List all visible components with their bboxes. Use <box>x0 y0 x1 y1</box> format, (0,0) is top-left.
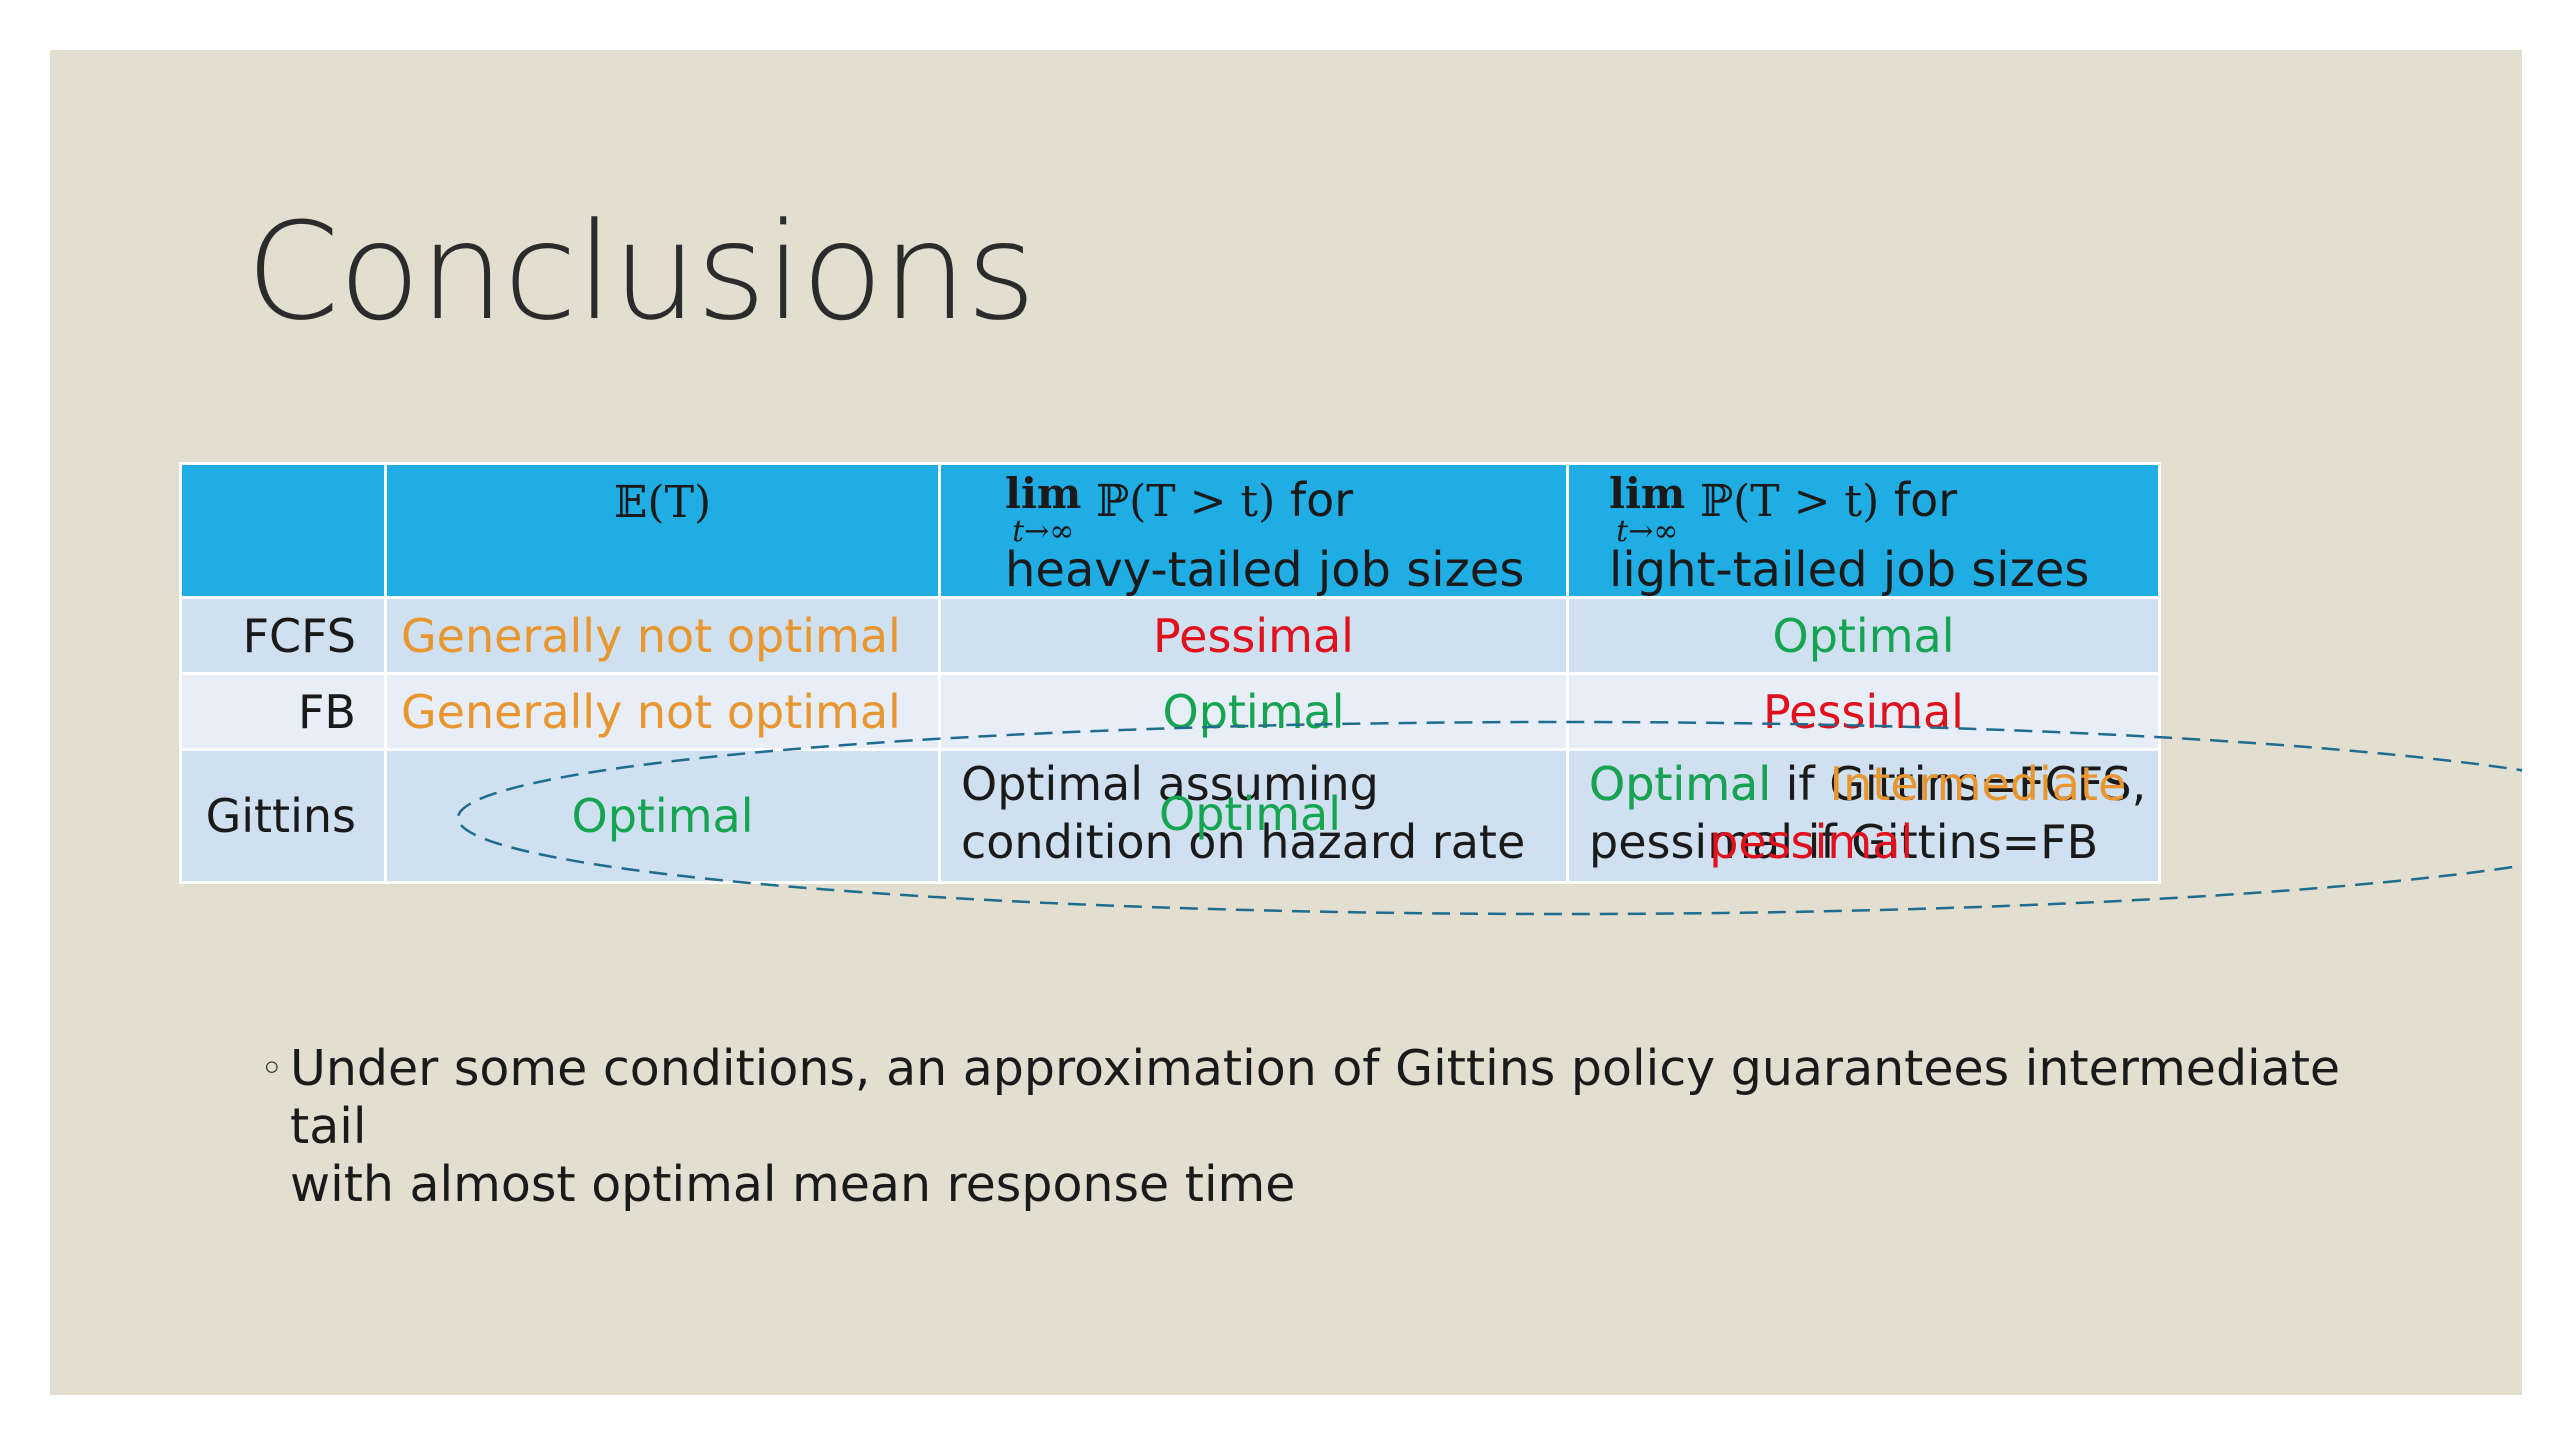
header-heavy-label: heavy-tailed job sizes <box>1005 542 1525 598</box>
cell-gittins-heavy: Optimal assuming condition on hazard rat… <box>938 748 1569 884</box>
header-for-label: for <box>1289 473 1354 527</box>
bullet-point: ◦ Under some conditions, an approximatio… <box>260 1040 2390 1214</box>
table-header-row: 𝔼(T) lim t→∞ ℙ(T > t) for heavy-tailed jo… <box>179 462 2161 599</box>
header-light-tail: lim t→∞ ℙ(T > t) for light-tailed job siz… <box>1566 462 2161 599</box>
table-row-fb: FB Generally not optimal Optimal Pessima… <box>179 672 2161 751</box>
lim-operator: lim t→∞ <box>1005 469 1082 549</box>
gittins-light-text-b: Optimal Intermediate or pessimal <box>1589 757 2127 869</box>
header-mean-label: 𝔼(T) <box>613 477 712 528</box>
bullet-line-1: Under some conditions, an approximation … <box>290 1040 2341 1155</box>
header-mean-response: 𝔼(T) <box>384 462 941 599</box>
row-label-fcfs: FCFS <box>179 596 387 675</box>
probability-expr: ℙ(T > t) <box>1095 476 1276 527</box>
cell-gittins-light: Optimal if Gittins=FCFS, pessimal if Git… <box>1566 748 2161 884</box>
header-empty-cell <box>179 462 387 599</box>
cell-gittins-mean: Optimal <box>384 748 941 884</box>
header-light-label: light-tailed job sizes <box>1609 542 2090 598</box>
lim-operator: lim t→∞ <box>1609 469 1686 549</box>
cell-fb-mean: Generally not optimal <box>384 672 941 751</box>
gittins-heavy-text-b: Optimal <box>1159 787 1342 841</box>
bullet-line-2: with almost optimal mean response time <box>290 1156 1296 1213</box>
row-label-fb: FB <box>179 672 387 751</box>
slide: Conclusions 𝔼(T) lim t→∞ ℙ(T > t) for he <box>50 50 2522 1395</box>
cell-fb-light: Pessimal <box>1566 672 2161 751</box>
cell-fcfs-mean: Generally not optimal <box>384 596 941 675</box>
table-row-fcfs: FCFS Generally not optimal Pessimal Opti… <box>179 596 2161 675</box>
slide-title: Conclusions <box>246 194 1036 350</box>
probability-expr: ℙ(T > t) <box>1699 476 1880 527</box>
row-label-gittins: Gittins <box>179 748 387 884</box>
cell-fcfs-light: Optimal <box>1566 596 2161 675</box>
comparison-table: 𝔼(T) lim t→∞ ℙ(T > t) for heavy-tailed jo… <box>179 462 2161 884</box>
header-heavy-tail: lim t→∞ ℙ(T > t) for heavy-tailed job siz… <box>938 462 1569 599</box>
bullet-circle-icon: ◦ <box>260 1046 284 1092</box>
cell-fcfs-heavy: Pessimal <box>938 596 1569 675</box>
cell-fb-heavy: Optimal <box>938 672 1569 751</box>
table-row-gittins: Gittins Optimal Optimal assuming conditi… <box>179 748 2161 884</box>
header-for-label: for <box>1893 473 1958 527</box>
